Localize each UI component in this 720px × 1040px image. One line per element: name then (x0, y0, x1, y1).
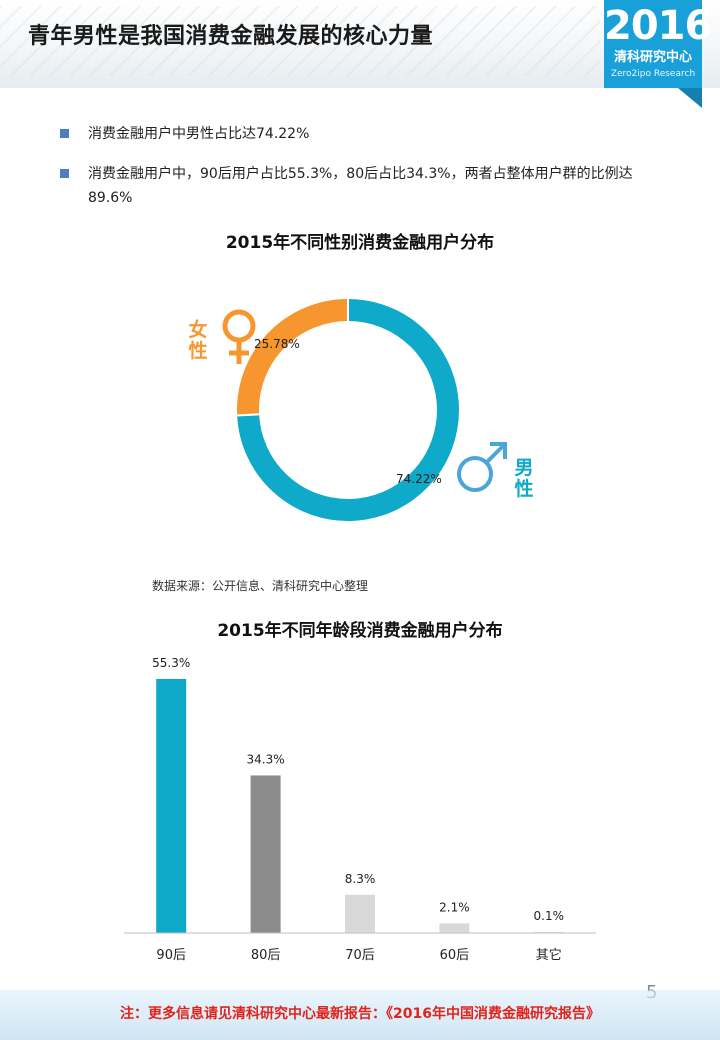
donut-separator (236, 413, 261, 417)
header-band (0, 0, 720, 88)
female-label: 女性 (188, 319, 208, 362)
bullet-item: 消费金融用户中，90后用户占比55.3%，80后占比34.3%，两者占整体用户群… (60, 162, 660, 210)
gender-donut-chart: 74.22% 25.78% (236, 298, 459, 521)
bullet-text: 消费金融用户中，90后用户占比55.3%，80后占比34.3%，两者占整体用户群… (88, 166, 633, 206)
bar-value-label: 55.3% (152, 656, 190, 670)
bullet-marker-icon (60, 129, 69, 138)
x-tick-label: 其它 (536, 947, 562, 963)
footer-band (0, 990, 720, 1040)
logo-year: 2016 (604, 3, 712, 49)
bullet-marker-icon (60, 169, 69, 178)
bar-90后 (156, 679, 187, 933)
header-decoration (0, 6, 600, 76)
bullet-text: 消费金融用户中男性占比达74.22% (88, 126, 310, 142)
bar-60后 (439, 923, 470, 933)
logo-name: 清科研究中心 (613, 50, 692, 65)
x-tick-label: 90后 (156, 948, 186, 963)
pie-chart-title: 2015年不同性别消费金融用户分布 (225, 233, 495, 253)
x-tick-label: 60后 (440, 948, 470, 963)
bar-value-label: 0.1% (534, 909, 565, 923)
female-symbol-icon (222, 309, 256, 364)
logo-en: Zero2ipo Research (610, 69, 696, 79)
bar-80后 (250, 775, 281, 933)
male-label: 男性 (514, 457, 534, 500)
x-tick-label: 70后 (345, 948, 375, 963)
bar-70后 (345, 894, 375, 933)
data-source-note: 数据来源：公开信息、清科研究中心整理 (152, 579, 369, 593)
bar-chart-title: 2015年不同年龄段消费金融用户分布 (217, 621, 503, 641)
logo-box (604, 0, 702, 88)
male-symbol-icon (457, 442, 507, 492)
donut-slice-female (237, 299, 349, 416)
donut-label-male: 74.22% (396, 472, 442, 486)
donut-slice-male (237, 299, 459, 521)
logo-fold (678, 88, 702, 108)
x-tick-label: 80后 (251, 948, 281, 963)
footer-note: 注：更多信息请见清科研究中心最新报告：《2016年中国消费金融研究报告》 (120, 1006, 600, 1022)
bar-value-label: 2.1% (439, 900, 470, 914)
bullet-item: 消费金融用户中男性占比达74.22% (60, 122, 660, 146)
page-title: 青年男性是我国消费金融发展的核心力量 (28, 24, 434, 49)
donut-label-female: 25.78% (254, 337, 300, 351)
bar-value-label: 34.3% (247, 752, 285, 766)
bar-value-label: 8.3% (345, 872, 376, 886)
bullet-list: 消费金融用户中男性占比达74.22% 消费金融用户中，90后用户占比55.3%，… (60, 122, 660, 226)
brand-logo: 2016 清科研究中心 Zero2ipo Research (604, 0, 712, 108)
age-bar-chart: 55.3% 90后 34.3% 80后 8.3% 70后 2.1% 60后 0.1% 其它 (124, 656, 596, 963)
